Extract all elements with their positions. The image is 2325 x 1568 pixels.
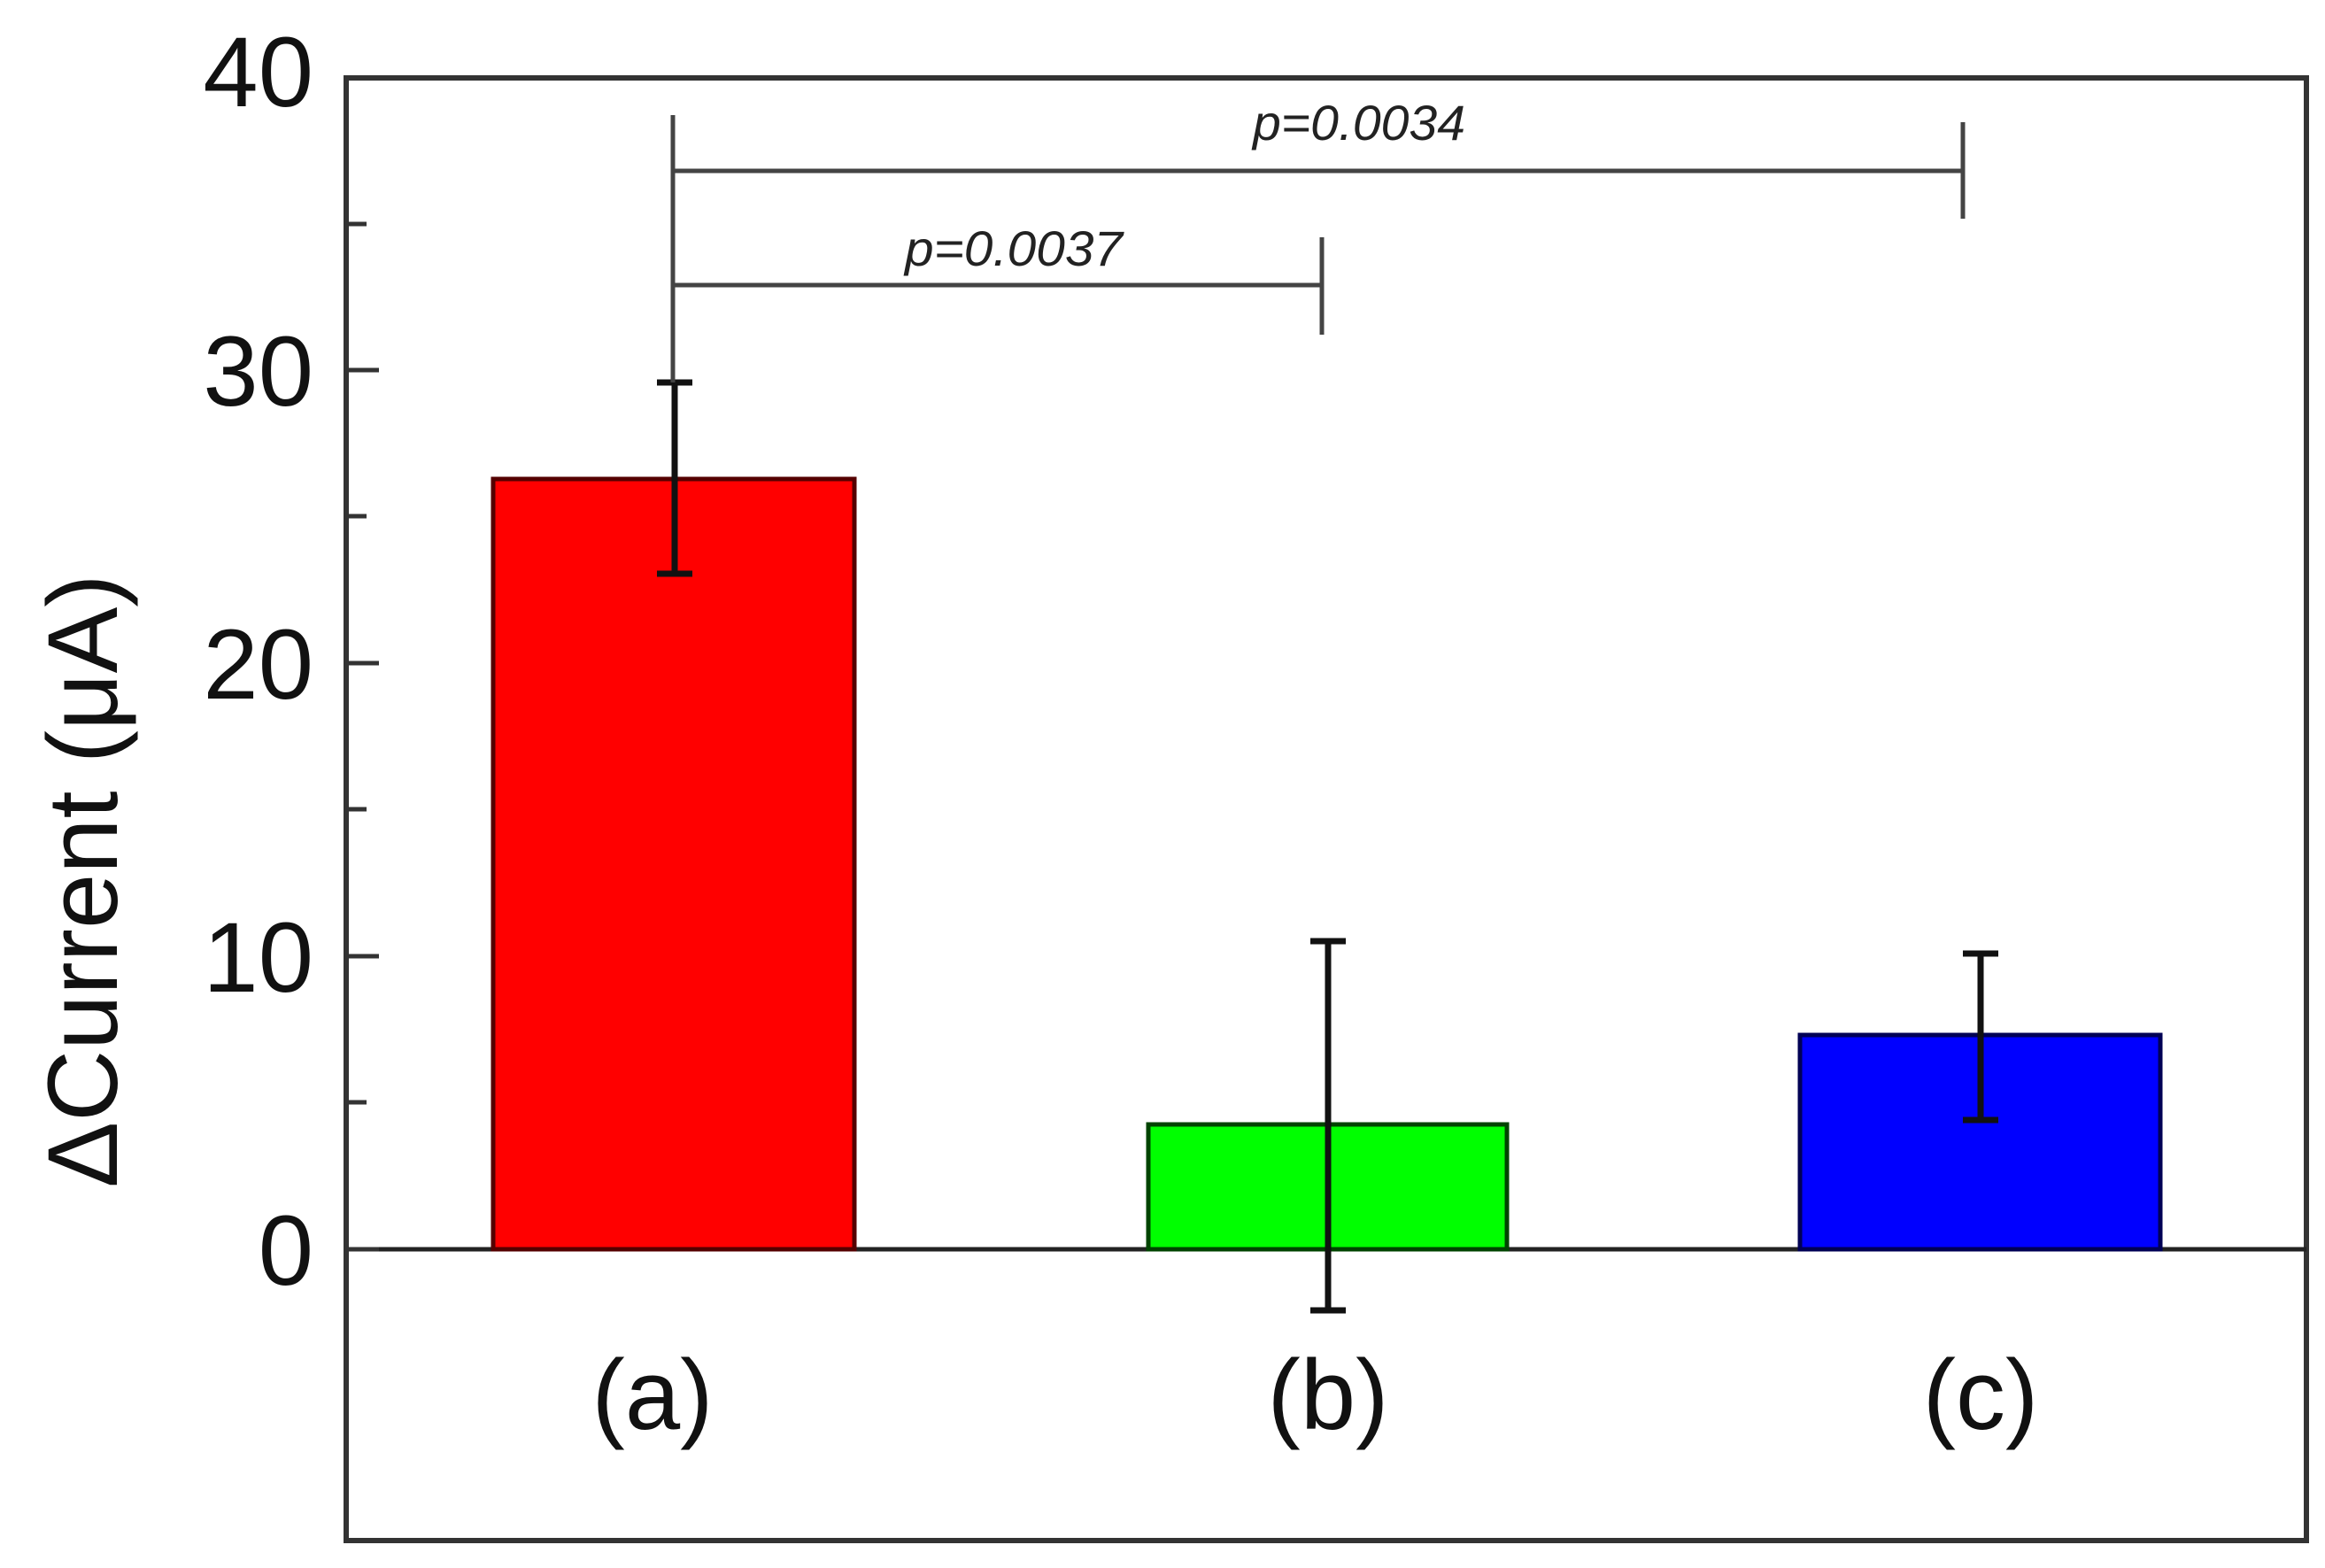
- x-tick-labels: (a) (b) (c): [592, 1340, 2039, 1450]
- significance-bracket-a-b: [673, 237, 1325, 335]
- x-label-b: (b): [1268, 1340, 1389, 1450]
- error-bar-c: [1963, 950, 1998, 1124]
- y-tick-label-20: 20: [203, 609, 313, 720]
- p-value-a-c: p=0.0034: [1251, 95, 1465, 151]
- x-label-a: (a): [592, 1340, 714, 1450]
- bar-a: [490, 476, 857, 1252]
- x-label-c: (c): [1923, 1340, 2039, 1450]
- y-axis-title: ΔCurrent (μA): [27, 574, 138, 1187]
- y-tick-label-30: 30: [203, 316, 313, 427]
- significance-bracket-a-c: [670, 115, 1966, 382]
- y-tick-label-40: 40: [203, 17, 313, 127]
- y-major-ticks: [346, 367, 379, 1252]
- y-tick-label-10: 10: [203, 902, 313, 1013]
- error-bar-b: [1310, 938, 1346, 1314]
- y-minor-ticks: [346, 221, 367, 1105]
- y-tick-labels: 0 10 20 30 40: [203, 17, 313, 1306]
- y-tick-label-0: 0: [259, 1195, 313, 1306]
- p-value-a-b: p=0.0037: [903, 220, 1124, 276]
